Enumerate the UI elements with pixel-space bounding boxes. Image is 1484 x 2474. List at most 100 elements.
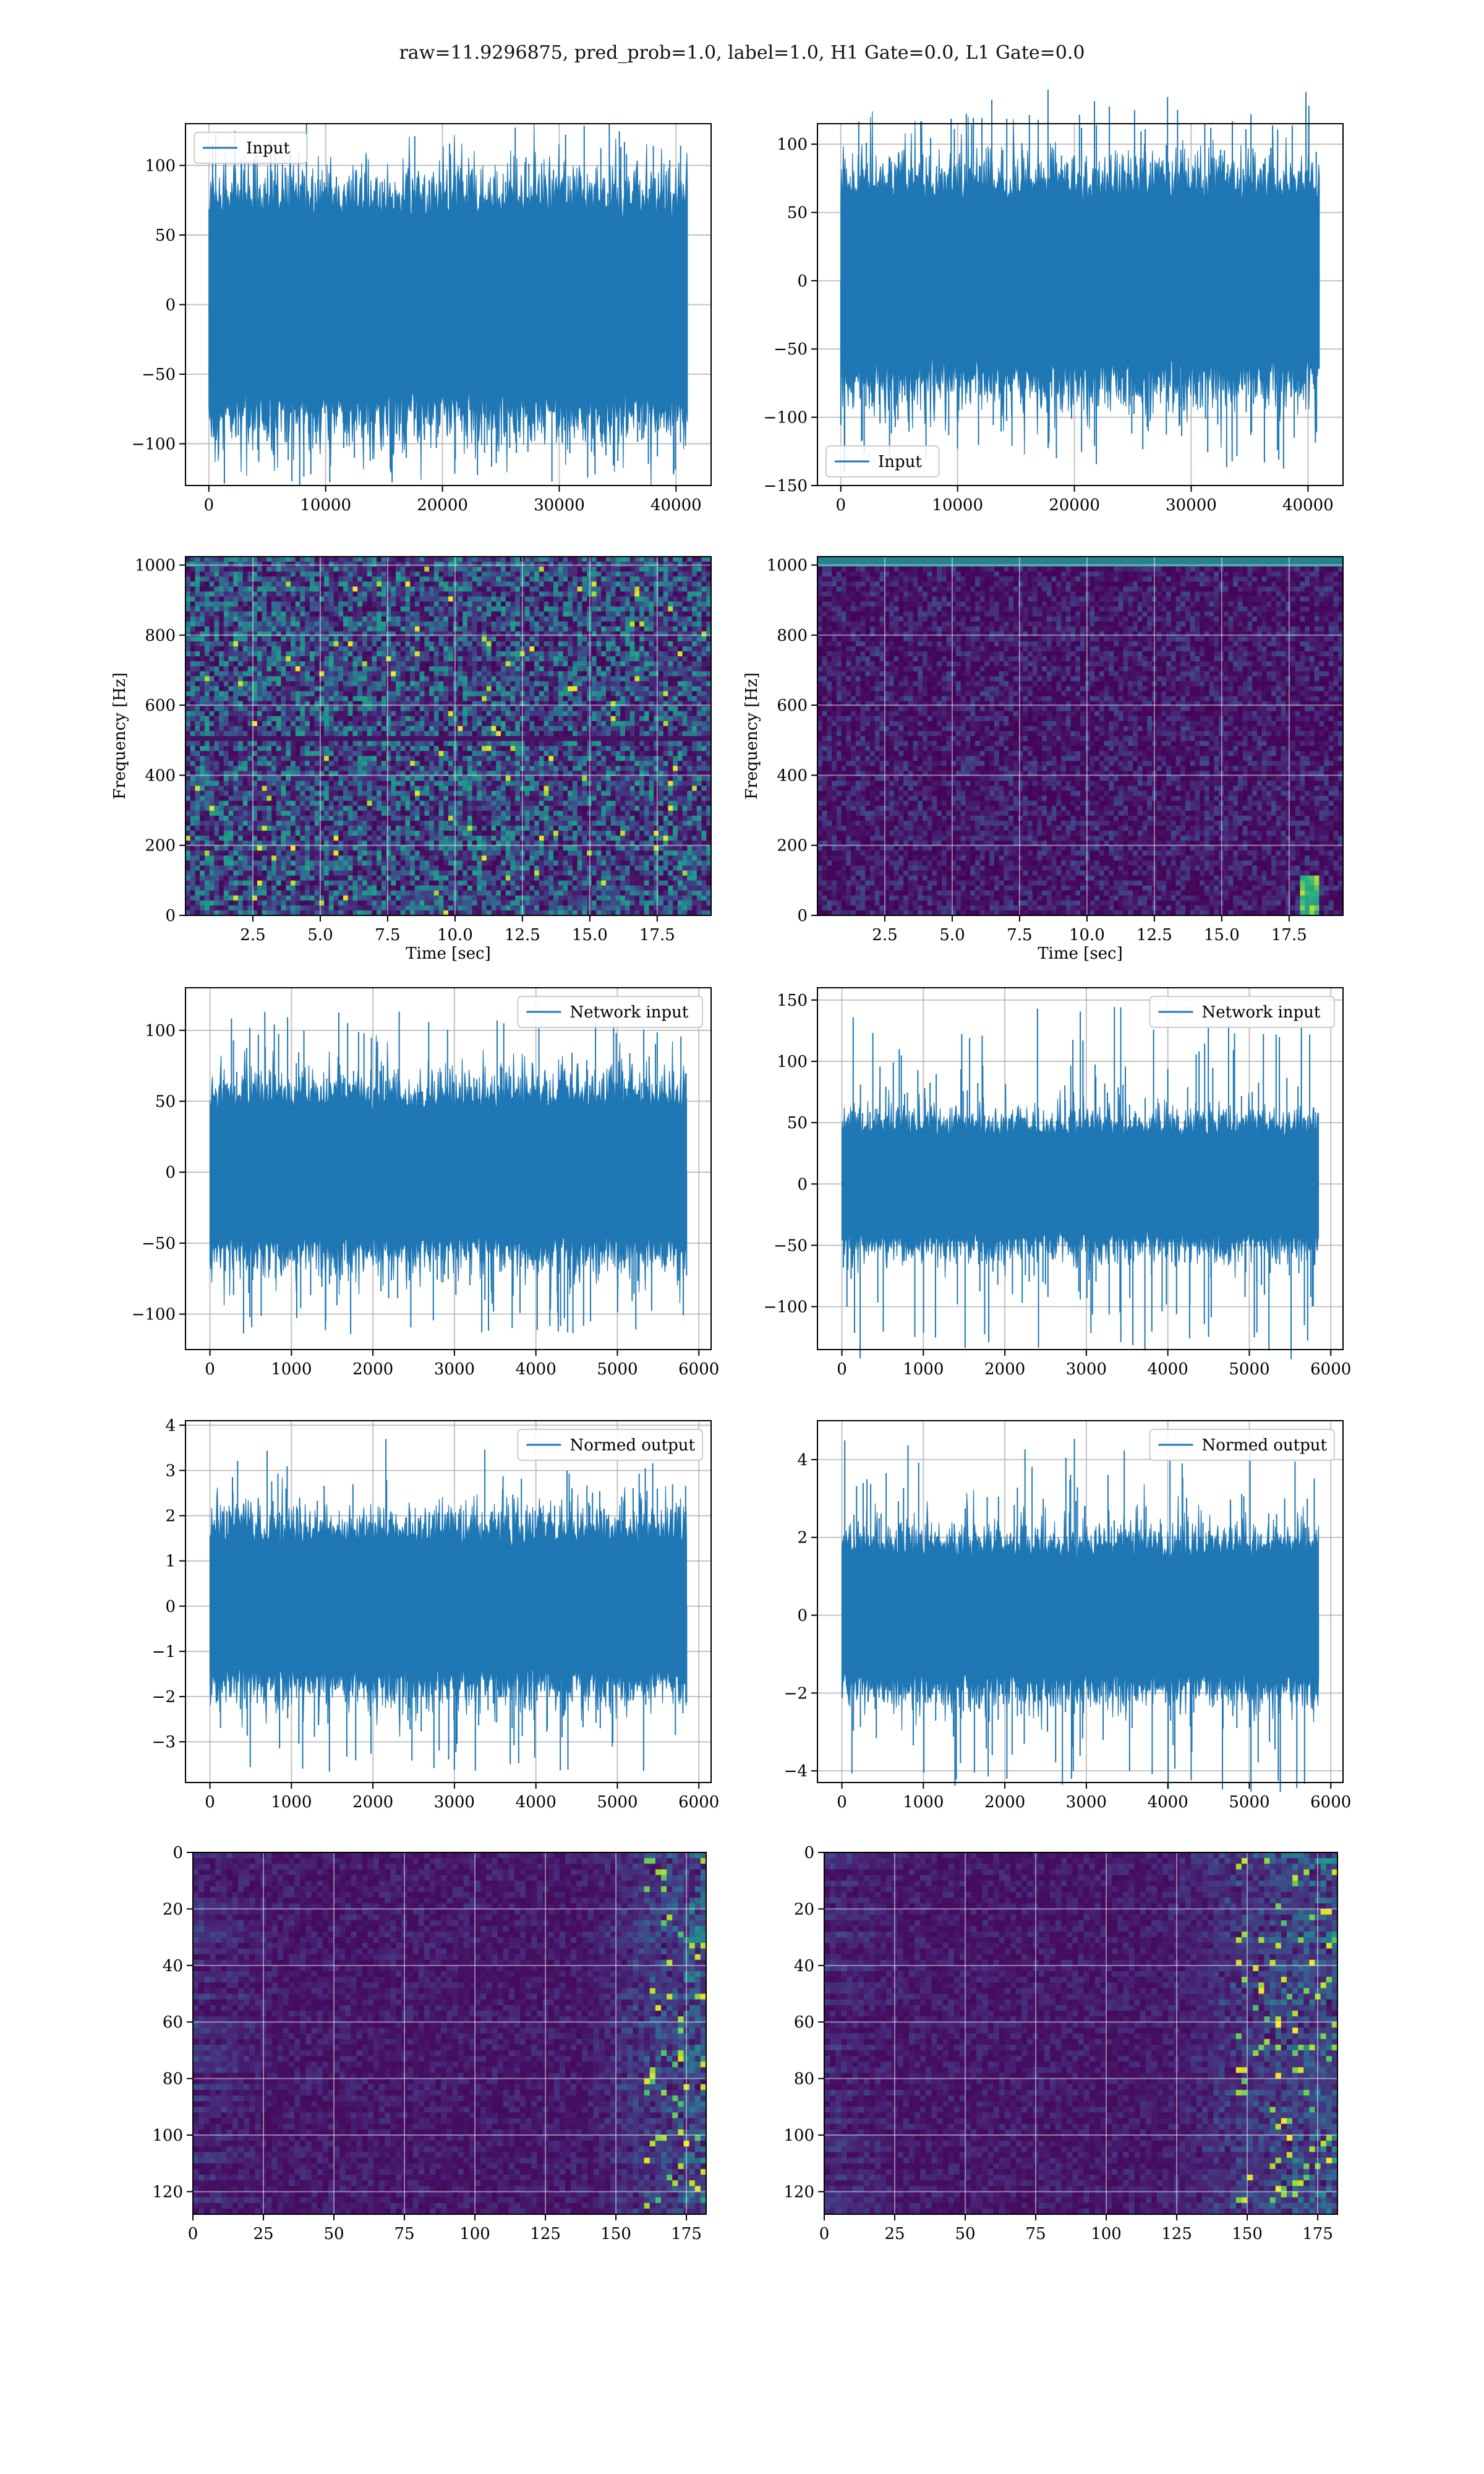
heatmap-cell (352, 686, 358, 692)
heatmap-cell (338, 691, 344, 697)
heatmap-cell (448, 870, 454, 876)
heatmap-cell (267, 581, 272, 587)
heatmap-cell (386, 586, 391, 592)
heatmap-cell (467, 736, 473, 742)
heatmap-cell (482, 656, 487, 662)
heatmap-cell (377, 870, 382, 876)
heatmap-cell (362, 557, 368, 562)
heatmap-cell (190, 621, 196, 627)
heatmap-cell (348, 831, 354, 836)
heatmap-cell (252, 900, 258, 906)
heatmap-cell (367, 656, 372, 662)
heatmap-cell (391, 606, 396, 612)
heatmap-cell (333, 676, 339, 682)
heatmap-cell (242, 691, 249, 697)
heatmap-cell (472, 781, 477, 787)
heatmap-cell (357, 631, 363, 637)
heatmap-cell (367, 766, 372, 771)
heatmap-cell (300, 805, 305, 811)
heatmap-cell (343, 885, 349, 891)
heatmap-cell (281, 880, 286, 886)
heatmap-cell (405, 785, 411, 792)
heatmap-cell (410, 571, 416, 577)
heatmap-cell (267, 681, 272, 687)
heatmap-cell (463, 616, 468, 622)
heatmap-cell (467, 726, 473, 732)
heatmap-cell (458, 651, 463, 657)
heatmap-cell (467, 855, 473, 861)
heatmap-cell (414, 591, 420, 597)
heatmap-cell (458, 815, 463, 821)
heatmap-cell (433, 850, 440, 856)
heatmap-cell (242, 681, 249, 687)
heatmap-cell (362, 805, 368, 811)
heatmap-cell (271, 815, 277, 821)
heatmap-cell (396, 666, 401, 672)
heatmap-cell (343, 826, 349, 831)
heatmap-cell (209, 666, 215, 672)
heatmap-cell (372, 746, 377, 751)
heatmap-cell (438, 616, 444, 622)
heatmap-cell (186, 586, 191, 592)
heatmap-cell (242, 581, 249, 587)
heatmap-cell (367, 885, 372, 891)
heatmap-cell (482, 676, 487, 682)
heatmap-cell (400, 721, 406, 727)
heatmap-cell (391, 571, 396, 577)
heatmap-cell (233, 616, 239, 622)
x-tick-label: 0 (836, 496, 846, 515)
heatmap-cell (238, 781, 244, 787)
heatmap-cell (362, 691, 368, 697)
heatmap-cell (496, 865, 501, 871)
heatmap-cell (286, 880, 291, 886)
heatmap-cell (238, 756, 244, 761)
heatmap-cell (396, 621, 401, 627)
heatmap-cell (291, 746, 296, 751)
heatmap-cell (348, 855, 354, 861)
heatmap-cell (271, 855, 277, 861)
heatmap-cell (501, 880, 506, 886)
heatmap-cell (453, 736, 459, 742)
heatmap-cell (391, 696, 396, 702)
heatmap-cell (262, 596, 267, 602)
heatmap-cell (501, 626, 506, 632)
heatmap-cell (204, 571, 210, 577)
heatmap-cell (219, 771, 224, 777)
heatmap-cell (238, 875, 244, 881)
heatmap-cell (324, 800, 330, 807)
heatmap-cell (209, 636, 215, 642)
heatmap-cell (429, 855, 435, 861)
heatmap-cell (405, 831, 411, 836)
heatmap-cell (200, 611, 205, 617)
heatmap-cell (463, 875, 468, 881)
heatmap-cell (386, 845, 391, 851)
heatmap-cell (448, 706, 454, 712)
heatmap-cell (405, 691, 411, 697)
heatmap-cell (352, 895, 358, 901)
heatmap-cell (505, 756, 511, 761)
heatmap-cell (486, 805, 492, 811)
heatmap-cell (195, 761, 200, 766)
heatmap-cell (443, 586, 449, 592)
heatmap-cell (305, 831, 310, 836)
heatmap-cell (214, 900, 220, 906)
heatmap-cell (410, 850, 416, 856)
heatmap-cell (472, 841, 477, 846)
heatmap-cell (319, 626, 325, 632)
heatmap-cell (319, 661, 325, 667)
heatmap-cell (405, 646, 411, 652)
heatmap-cell (357, 831, 363, 836)
heatmap-cell (357, 815, 363, 821)
heatmap-cell (424, 611, 430, 617)
heatmap-cell (190, 766, 196, 771)
heatmap-cell (291, 616, 296, 622)
heatmap-cell (190, 736, 196, 742)
heatmap-cell (209, 691, 215, 697)
heatmap-cell (414, 855, 420, 861)
heatmap-cell (328, 671, 335, 677)
heatmap-cell (233, 761, 239, 766)
heatmap-cell (305, 895, 310, 901)
heatmap-cell (448, 726, 454, 732)
heatmap-cell (448, 576, 454, 582)
heatmap-cell (400, 736, 406, 742)
